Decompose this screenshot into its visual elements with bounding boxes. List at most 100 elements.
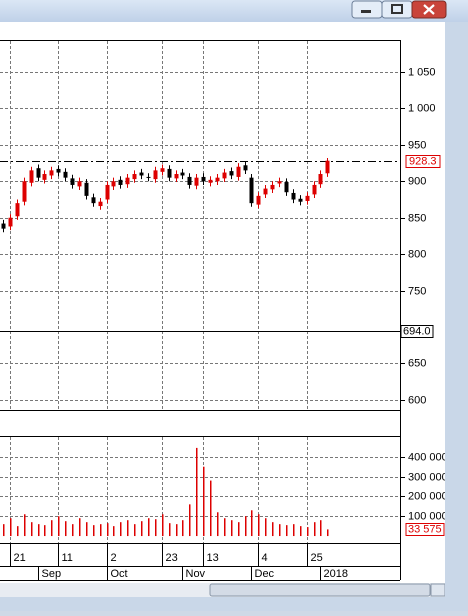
volume-bar — [210, 480, 212, 537]
candle-body — [146, 176, 151, 178]
candle-body — [160, 168, 165, 172]
window-border — [445, 22, 468, 611]
candle-body — [91, 197, 96, 204]
y-tick-label: 800 — [408, 248, 426, 260]
volume-bar — [327, 529, 329, 537]
candle-body — [29, 170, 34, 183]
candle-body — [174, 174, 179, 179]
volume-bar — [134, 524, 136, 537]
volume-bar — [86, 522, 88, 537]
day-label: 25 — [311, 552, 323, 564]
volume-last-label: 33 575 — [408, 523, 442, 535]
y-tick-label: 750 — [408, 285, 426, 297]
volume-bar — [279, 524, 281, 537]
minimize-button[interactable] — [351, 0, 383, 19]
candle-body — [229, 171, 234, 176]
candle-body — [312, 184, 317, 195]
candle-body — [118, 179, 123, 185]
candle-body — [77, 181, 82, 187]
title-bar — [0, 0, 468, 22]
candle-body — [180, 172, 185, 176]
volume-bar — [286, 525, 288, 537]
volume-bar — [51, 520, 53, 537]
last-price-box — [405, 155, 441, 168]
volume-bar — [72, 524, 74, 537]
candle-body — [243, 165, 248, 171]
volume-bar — [31, 522, 33, 537]
candle-body — [187, 176, 192, 185]
y-tick-label: 600 — [408, 394, 426, 406]
volume-bar — [113, 526, 115, 537]
volume-bar — [217, 512, 219, 537]
volume-bar — [251, 510, 253, 537]
volume-bar — [58, 516, 60, 537]
candle-body — [208, 179, 213, 183]
volume-bar — [176, 524, 178, 537]
candle-body — [132, 174, 137, 180]
candle-body — [256, 195, 261, 205]
month-label: Nov — [186, 568, 206, 580]
y-tick-label: 1 050 — [408, 66, 436, 78]
volume-bar — [300, 526, 302, 537]
candle-body — [249, 177, 254, 204]
candle-body — [49, 170, 54, 176]
candle-body — [84, 182, 89, 196]
volume-bar — [265, 518, 267, 537]
volume-bar — [162, 514, 164, 537]
volume-bar — [238, 522, 240, 537]
candle-body — [167, 168, 172, 178]
volume-bar — [203, 466, 205, 537]
volume-bar — [231, 520, 233, 537]
day-label: 2 — [111, 552, 117, 564]
y-tick-label: 850 — [408, 212, 426, 224]
candle-body — [291, 192, 296, 200]
volume-bar — [148, 518, 150, 537]
candle-body — [111, 181, 116, 187]
y-tick-label: 400 000 — [408, 451, 448, 463]
volume-bar — [141, 521, 143, 537]
volume-bar — [127, 520, 129, 537]
y-tick-label: 300 000 — [408, 471, 448, 483]
volume-bar — [79, 518, 81, 537]
candle-body — [42, 174, 47, 180]
volume-bar — [17, 526, 19, 537]
level-box — [400, 325, 434, 338]
level-label: 694.0 — [403, 325, 431, 337]
candle-body — [284, 182, 289, 193]
scroll-thumb[interactable] — [209, 583, 431, 597]
day-label: 4 — [262, 552, 268, 564]
candle-body — [325, 160, 330, 174]
candle-body — [305, 195, 310, 201]
y-tick-label: 100 000 — [408, 510, 448, 522]
month-label: 2018 — [324, 568, 348, 580]
candle-body — [236, 166, 241, 177]
candle-body — [298, 198, 303, 202]
volume-bar — [224, 518, 226, 537]
y-tick-label: 950 — [408, 139, 426, 151]
candle-body — [105, 184, 110, 200]
volume-bar — [38, 524, 40, 537]
volume-last-box — [405, 523, 445, 536]
maximize-button[interactable] — [381, 0, 413, 19]
candle-body — [36, 168, 41, 178]
y-tick-label: 650 — [408, 357, 426, 369]
chart-area — [0, 22, 445, 583]
day-label: 21 — [14, 552, 26, 564]
volume-bar — [100, 524, 102, 537]
candle-body — [139, 172, 144, 176]
last-price-label: 928.3 — [409, 155, 437, 167]
day-label: 13 — [207, 552, 219, 564]
y-tick-label: 1 000 — [408, 102, 436, 114]
scroll-arrow[interactable] — [430, 583, 446, 597]
volume-bar — [155, 519, 157, 537]
volume-bar — [189, 504, 191, 537]
candle-body — [277, 181, 282, 184]
volume-bar — [258, 514, 260, 537]
volume-bar — [320, 520, 322, 537]
day-label: 23 — [166, 552, 178, 564]
candle-body — [63, 171, 68, 178]
volume-bar — [65, 521, 67, 537]
candle-body — [215, 177, 220, 182]
